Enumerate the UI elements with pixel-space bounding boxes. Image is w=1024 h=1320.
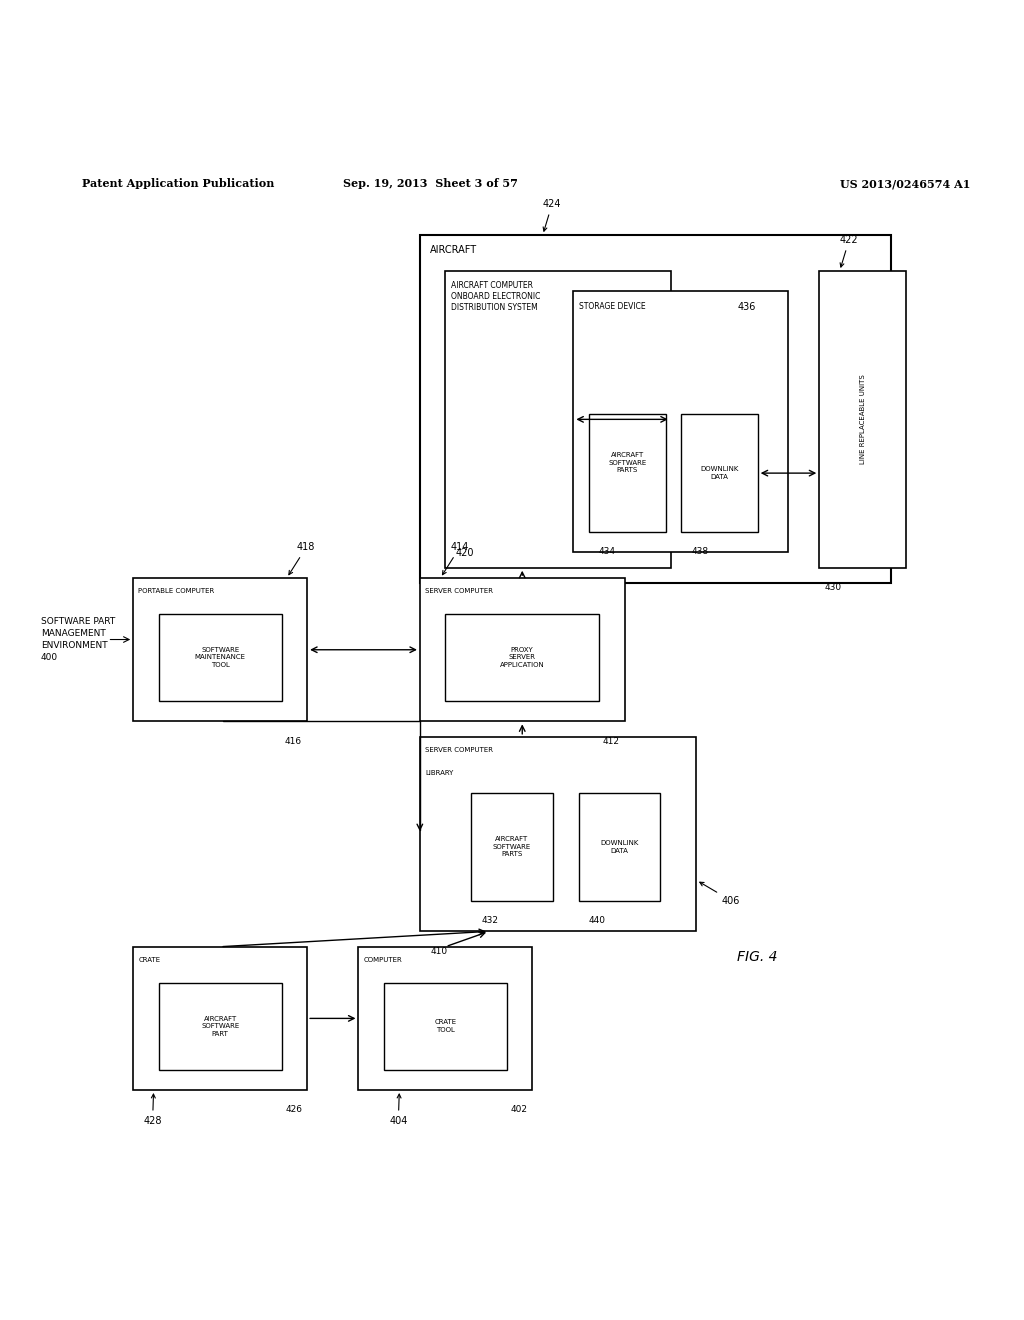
Text: 426: 426 [285,1105,302,1114]
FancyBboxPatch shape [589,414,666,532]
FancyBboxPatch shape [358,946,532,1090]
Text: 410: 410 [430,946,447,956]
Text: CRATE: CRATE [138,957,161,964]
Text: AIRCRAFT COMPUTER
ONBOARD ELECTRONIC
DISTRIBUTION SYSTEM: AIRCRAFT COMPUTER ONBOARD ELECTRONIC DIS… [451,281,540,313]
Text: AIRCRAFT
SOFTWARE
PARTS: AIRCRAFT SOFTWARE PARTS [493,837,531,858]
Text: 438: 438 [691,548,709,556]
Text: FIG. 4: FIG. 4 [737,950,778,964]
Text: LINE REPLACEABLE UNITS: LINE REPLACEABLE UNITS [860,375,865,465]
Text: US 2013/0246574 A1: US 2013/0246574 A1 [840,178,970,189]
Text: 420: 420 [456,548,474,557]
Text: 406: 406 [699,882,740,906]
Text: PROXY
SERVER
APPLICATION: PROXY SERVER APPLICATION [500,647,545,668]
Text: Sep. 19, 2013  Sheet 3 of 57: Sep. 19, 2013 Sheet 3 of 57 [343,178,517,189]
Text: 434: 434 [599,548,616,556]
Text: 416: 416 [285,737,302,746]
Text: 430: 430 [824,583,842,593]
Text: SERVER COMPUTER: SERVER COMPUTER [425,589,493,594]
Text: 440: 440 [589,916,606,925]
FancyBboxPatch shape [159,614,282,701]
FancyBboxPatch shape [133,578,307,722]
Text: 418: 418 [289,543,315,574]
FancyBboxPatch shape [579,793,660,900]
Text: CRATE
TOOL: CRATE TOOL [434,1019,457,1032]
Text: DOWNLINK
DATA: DOWNLINK DATA [600,840,639,854]
FancyBboxPatch shape [471,793,553,900]
FancyBboxPatch shape [133,946,307,1090]
Text: COMPUTER: COMPUTER [364,957,402,964]
Text: AIRCRAFT: AIRCRAFT [430,246,477,255]
Text: SOFTWARE PART
MANAGEMENT
ENVIRONMENT
400: SOFTWARE PART MANAGEMENT ENVIRONMENT 400 [41,618,116,661]
Text: AIRCRAFT
SOFTWARE
PART: AIRCRAFT SOFTWARE PART [201,1015,240,1036]
Text: 436: 436 [737,301,756,312]
Text: PORTABLE COMPUTER: PORTABLE COMPUTER [138,589,214,594]
Text: SOFTWARE
MAINTENANCE
TOOL: SOFTWARE MAINTENANCE TOOL [195,647,246,668]
Text: 422: 422 [840,235,858,267]
FancyBboxPatch shape [445,614,599,701]
Text: 414: 414 [442,543,469,574]
FancyBboxPatch shape [159,982,282,1069]
FancyBboxPatch shape [420,578,625,722]
Text: 424: 424 [543,199,561,231]
Text: LIBRARY: LIBRARY [425,770,454,776]
Text: 412: 412 [602,737,620,746]
Text: Patent Application Publication: Patent Application Publication [82,178,274,189]
Text: AIRCRAFT
SOFTWARE
PARTS: AIRCRAFT SOFTWARE PARTS [608,453,646,474]
Text: 402: 402 [510,1105,527,1114]
FancyBboxPatch shape [681,414,758,532]
Text: 432: 432 [481,916,499,925]
FancyBboxPatch shape [445,271,671,568]
FancyBboxPatch shape [420,235,891,583]
Text: DOWNLINK
DATA: DOWNLINK DATA [700,466,738,480]
Text: SERVER COMPUTER: SERVER COMPUTER [425,747,493,752]
Text: 404: 404 [389,1094,408,1126]
FancyBboxPatch shape [573,292,788,553]
FancyBboxPatch shape [384,982,507,1069]
Text: STORAGE DEVICE: STORAGE DEVICE [579,301,645,310]
Text: 428: 428 [143,1094,162,1126]
FancyBboxPatch shape [819,271,906,568]
FancyBboxPatch shape [420,737,696,932]
